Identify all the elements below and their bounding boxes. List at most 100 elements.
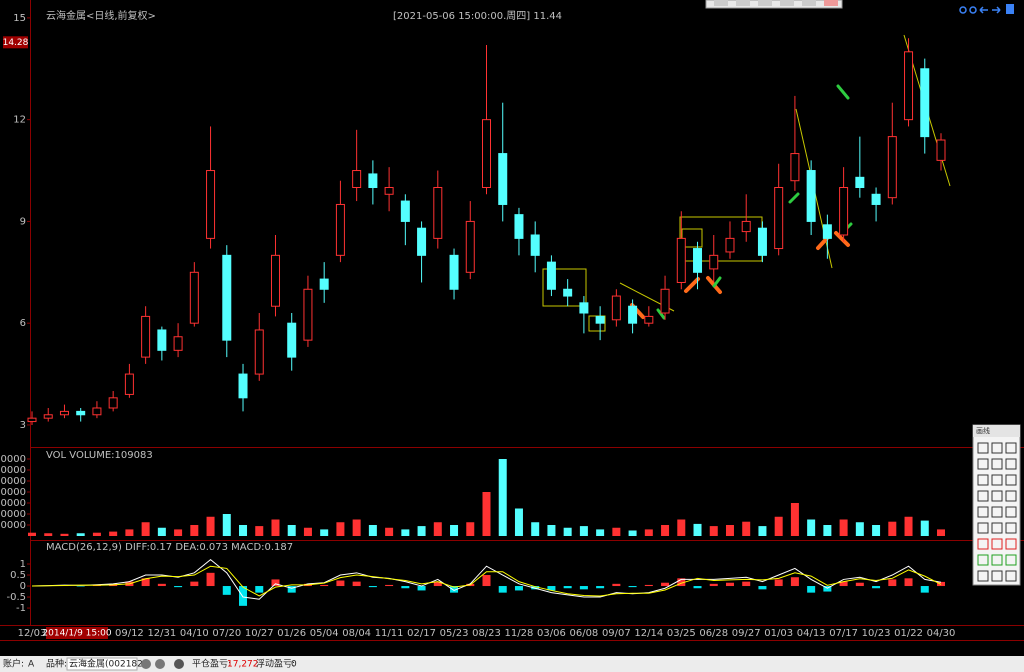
account[interactable]: A	[28, 660, 35, 670]
zoom-out[interactable]	[969, 6, 977, 14]
candle-body	[417, 227, 427, 256]
scroll-bar[interactable]	[1006, 4, 1014, 14]
drawing-tool[interactable]	[991, 458, 1003, 470]
volume-bar	[44, 533, 53, 536]
macd-bar	[368, 586, 377, 588]
drawing-tool[interactable]	[977, 474, 989, 486]
scroll-right[interactable]	[992, 6, 1001, 14]
toolbar-button[interactable]	[802, 0, 816, 6]
macd-bar	[563, 586, 572, 589]
macd-bar	[644, 584, 653, 587]
candle-body	[790, 153, 800, 182]
volume-bar	[336, 522, 345, 536]
y-tick-label: 800000	[0, 487, 26, 498]
drawing-tool[interactable]	[977, 506, 989, 518]
candle-body	[871, 193, 881, 205]
drawing-tool[interactable]	[991, 538, 1003, 550]
macd-bar	[628, 586, 637, 588]
zoom-in[interactable]	[959, 6, 967, 14]
drawing-tool[interactable]	[991, 474, 1003, 486]
view-button[interactable]	[174, 659, 184, 669]
macd-bar	[206, 572, 215, 587]
volume-bar	[888, 521, 897, 536]
candle-body	[693, 248, 703, 273]
candle-body	[124, 373, 134, 395]
drawing-tool[interactable]	[1005, 458, 1017, 470]
candle-body	[270, 254, 280, 307]
toolbar-button[interactable]	[714, 0, 728, 6]
candle-body	[644, 315, 654, 324]
toolbar-button[interactable]	[780, 0, 794, 6]
remove-button[interactable]	[141, 659, 151, 669]
drawing-tool[interactable]	[977, 522, 989, 534]
volume-bar	[174, 529, 183, 536]
floating-pnl-label: 浮动盈亏:	[256, 658, 295, 670]
candle-body	[254, 329, 264, 375]
drawing-tool[interactable]	[991, 570, 1003, 582]
drawing-tool[interactable]	[1005, 442, 1017, 454]
drawing-tool[interactable]	[1005, 490, 1017, 502]
y-tick-label: 15	[13, 13, 26, 24]
volume-bar	[190, 525, 199, 536]
drawing-tool[interactable]	[1005, 474, 1017, 486]
x-tick-label: 01/03	[764, 628, 793, 639]
drawing-tool[interactable]	[991, 522, 1003, 534]
toolbar-button[interactable]	[758, 0, 772, 6]
x-tick-label: 09/12	[115, 628, 144, 639]
scroll-left[interactable]	[979, 6, 988, 14]
volume-bar	[823, 525, 832, 536]
macd-bar	[287, 586, 296, 593]
drawing-tool[interactable]	[977, 490, 989, 502]
drawing-tool[interactable]	[991, 506, 1003, 518]
y-tick-label: 1200000	[0, 465, 26, 476]
drawing-tool[interactable]	[1005, 538, 1017, 550]
macd-bar	[255, 586, 264, 593]
drawing-tool[interactable]	[991, 442, 1003, 454]
add-button[interactable]	[155, 659, 165, 669]
candle-body	[433, 186, 443, 239]
drawing-tool[interactable]	[991, 554, 1003, 566]
volume-bar	[60, 533, 69, 536]
candle-body	[757, 227, 767, 256]
drawing-tool[interactable]	[1005, 570, 1017, 582]
candle-body	[335, 203, 345, 256]
volume-bar	[482, 492, 491, 536]
symbol-box[interactable]	[66, 657, 138, 671]
macd-bar	[790, 577, 799, 587]
candle-body	[741, 220, 751, 233]
drawing-tool[interactable]	[977, 442, 989, 454]
volume-bar	[596, 529, 605, 536]
y-axis-labels: 2000004000006000008000001000000120000014…	[0, 454, 26, 531]
candle-body	[27, 417, 37, 423]
symbol[interactable]: 云海金属(002182)	[69, 658, 146, 670]
drawing-tool[interactable]	[977, 458, 989, 470]
drawing-tool[interactable]	[1005, 506, 1017, 518]
drawing-tool[interactable]	[1005, 522, 1017, 534]
macd-bar	[855, 582, 864, 587]
macd-bar	[482, 575, 491, 587]
x-tick-label: 10/27	[245, 628, 274, 639]
panel-frames	[0, 0, 1024, 641]
toolbar-button[interactable]	[824, 0, 838, 6]
candle-body	[904, 51, 914, 121]
volume-bar	[644, 529, 653, 536]
macd-bar	[157, 583, 166, 587]
toolbar-button[interactable]	[736, 0, 750, 6]
x-tick-label: 05/23	[440, 628, 469, 639]
drawing-tool[interactable]	[1005, 554, 1017, 566]
volume-bar	[239, 525, 248, 536]
volume-bar	[612, 527, 621, 536]
drawing-tool[interactable]	[977, 554, 989, 566]
y-tick-label: 1400000	[0, 454, 26, 465]
volume-bar	[287, 525, 296, 536]
candle-body	[238, 373, 248, 399]
drawing-tool[interactable]	[991, 490, 1003, 502]
candle-body	[141, 315, 151, 358]
drawing-tool[interactable]	[977, 570, 989, 582]
macd-bar	[514, 586, 523, 591]
macd-bar	[239, 586, 248, 606]
x-tick-label: 04/10	[180, 628, 209, 639]
account-label: 账户:	[3, 658, 24, 670]
volume-bar	[498, 459, 507, 536]
drawing-tool[interactable]	[977, 538, 989, 550]
